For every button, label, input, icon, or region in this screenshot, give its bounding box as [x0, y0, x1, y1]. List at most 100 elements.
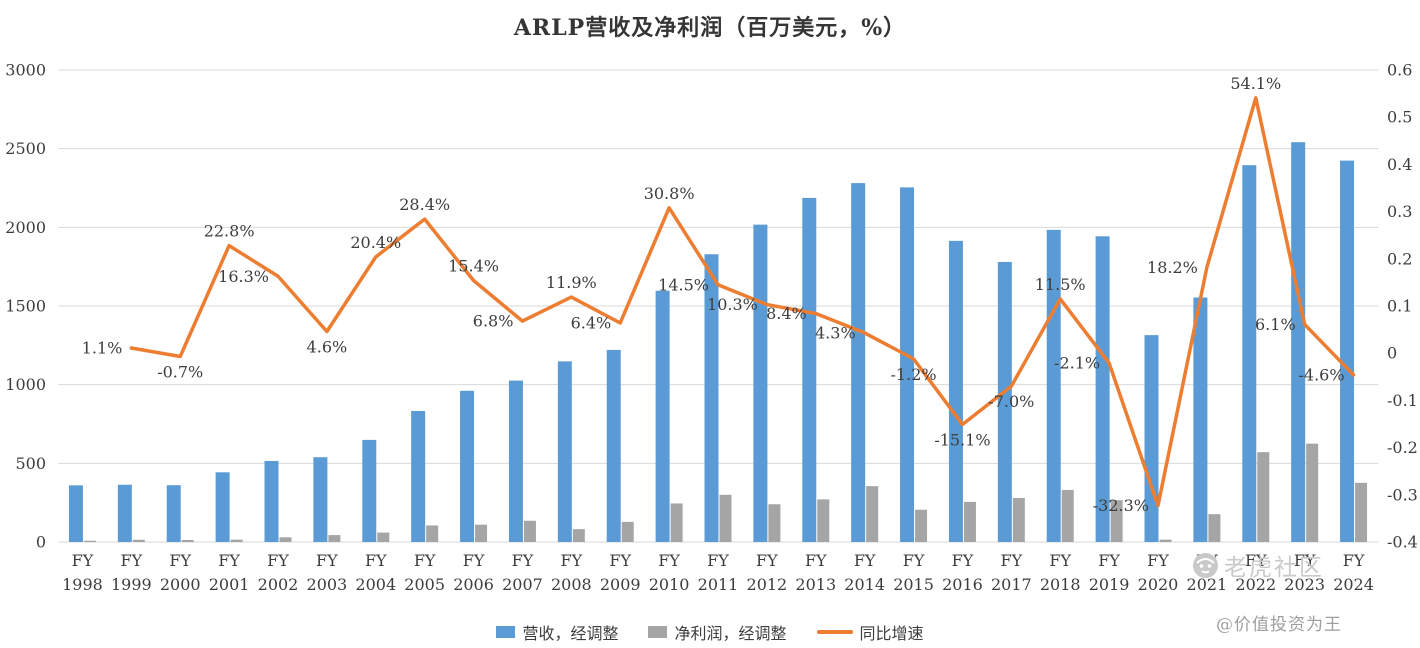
revenue-bar [1046, 229, 1061, 543]
right-axis-tick: 0.3 [1387, 202, 1412, 221]
x-axis-tick: FY 2006 [453, 551, 494, 594]
x-axis-tick: FY 2023 [1284, 551, 1325, 594]
right-axis-tick: -0.2 [1387, 438, 1418, 457]
x-axis-tick: FY 2018 [1040, 551, 1081, 594]
revenue-bar [166, 485, 181, 542]
revenue-swatch-icon [496, 626, 516, 638]
left-axis-tick: 2500 [5, 139, 46, 158]
x-axis-tick: FY 2011 [698, 551, 739, 594]
net-profit-bar [426, 525, 439, 542]
chart-area: 0 500 1000 1500 2000 2500 3000 0.6 0.5 0.4 0.3 0.2 0… [5, 61, 1418, 595]
net-profit-bar [817, 499, 830, 542]
revenue-bar [1340, 160, 1355, 542]
net-profit-swatch-icon [648, 626, 668, 638]
net-profit-bar [1306, 443, 1319, 542]
growth-label: 1.1% [82, 339, 123, 358]
net-profit-bar [1012, 497, 1025, 542]
growth-label: 16.3% [218, 267, 269, 286]
right-axis-tick: 0.6 [1387, 61, 1412, 80]
x-axis-tick: FY 2010 [649, 551, 690, 594]
right-axis-tick: 0.1 [1387, 297, 1412, 316]
net-profit-bar [132, 539, 145, 542]
revenue-bar [557, 361, 572, 542]
legend-item-revenue: 营收，经调整 [496, 620, 618, 644]
x-axis-tick: FY 2003 [307, 551, 348, 594]
revenue-bar [1291, 142, 1306, 542]
revenue-bar [997, 261, 1012, 542]
revenue-bar [508, 380, 523, 542]
net-profit-bar [1061, 489, 1074, 542]
x-axis-tick: FY 2017 [991, 551, 1032, 594]
net-profit-bar [915, 509, 928, 542]
net-profit-bar [181, 539, 194, 542]
revenue-bar [802, 197, 817, 543]
growth-label: 6.1% [1255, 315, 1296, 334]
growth-label: 4.6% [307, 337, 348, 356]
net-profit-bar [83, 540, 96, 542]
watermark-brand: 老虎社区 [1192, 548, 1324, 582]
revenue-bar [948, 240, 963, 542]
revenue-bar [362, 439, 377, 542]
net-profit-bar [1110, 500, 1123, 542]
right-axis-tick: 0.4 [1387, 155, 1412, 174]
revenue-bar [900, 187, 915, 542]
legend-item-net-profit: 净利润，经调整 [648, 620, 787, 644]
growth-label: 10.3% [707, 295, 758, 314]
x-axis-tick: FY 2022 [1235, 551, 1276, 594]
net-profit-bar [963, 501, 976, 542]
revenue-bar [215, 472, 230, 542]
x-axis-tick: FY 2019 [1089, 551, 1130, 594]
tiger-logo-icon [1193, 552, 1218, 578]
watermark-handle: @价值投资为王 [1216, 615, 1342, 635]
net-profit-bar [328, 535, 341, 542]
x-axis-tick: FY 2024 [1333, 551, 1374, 594]
net-profit-bar [230, 539, 243, 542]
net-profit-bar [670, 503, 683, 542]
net-profit-bar [475, 524, 488, 542]
revenue-bar [1095, 236, 1110, 542]
growth-labels: 1.1% -0.7% 22.8% 16.3% 4.6% 20.4% 28.4% 15.4% 6.… [82, 74, 1345, 515]
revenue-bar [313, 457, 328, 542]
net-profit-bar [1208, 514, 1221, 542]
growth-label: -32.3% [1093, 496, 1149, 515]
growth-label: 11.5% [1035, 275, 1086, 294]
growth-label: 22.8% [204, 222, 255, 241]
x-axis-tick: FY 2002 [258, 551, 299, 594]
legend-label-growth: 同比增速 [859, 624, 924, 643]
net-profit-bar [377, 532, 390, 542]
x-axis-tick: FY 1999 [111, 551, 152, 594]
right-axis-tick: -0.4 [1387, 533, 1418, 552]
x-axis-tick: FY 2007 [502, 551, 543, 594]
x-axis-tick: FY 2015 [893, 551, 934, 594]
x-axis-tick: FY 2004 [355, 551, 396, 594]
right-axis-tick: 0.5 [1387, 108, 1412, 127]
growth-label: -0.7% [157, 363, 203, 382]
growth-label: 6.8% [473, 312, 514, 331]
revenue-bar [264, 460, 279, 542]
net-profit-bar [621, 521, 634, 542]
x-axis-tick: FY 2008 [551, 551, 592, 594]
growth-label: -15.1% [934, 430, 990, 449]
revenue-bar [1193, 297, 1208, 542]
x-axis-tick: FY 2016 [942, 551, 983, 594]
legend-label-revenue: 营收，经调整 [522, 624, 619, 643]
right-axis-tick: -0.3 [1387, 485, 1418, 504]
growth-label: -7.0% [988, 392, 1034, 411]
net-profit-bar [1355, 482, 1368, 542]
x-axis-tick: FY 2000 [160, 551, 201, 594]
net-profit-bar [1159, 539, 1172, 542]
legend: 营收，经调整 净利润，经调整 同比增速 [0, 620, 1420, 644]
left-axis-tick: 500 [15, 454, 46, 473]
growth-label: 30.8% [644, 184, 695, 203]
x-axis-tick: FY 1998 [62, 551, 103, 594]
growth-label: 11.9% [546, 273, 597, 292]
x-axis-tick: FY 2009 [600, 551, 641, 594]
growth-label: 15.4% [448, 257, 499, 276]
revenue-bar [411, 410, 426, 542]
net-profit-bar [866, 486, 879, 542]
net-profit-bar [719, 494, 732, 542]
left-axis-tick: 1500 [5, 297, 46, 316]
right-axis-tick: -0.1 [1387, 391, 1418, 410]
revenue-bar [117, 484, 132, 542]
